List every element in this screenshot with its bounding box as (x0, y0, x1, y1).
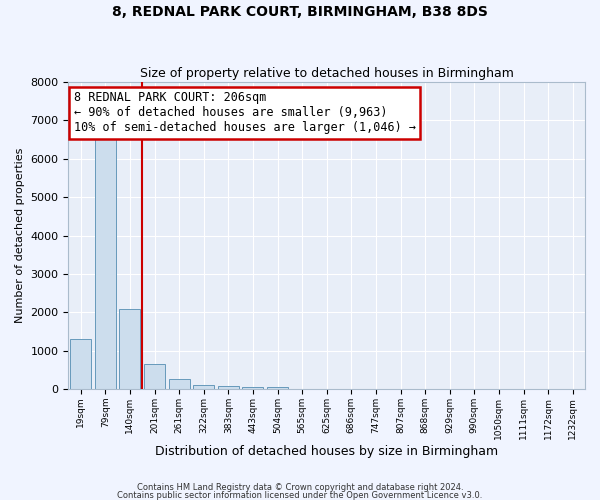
Text: Contains public sector information licensed under the Open Government Licence v3: Contains public sector information licen… (118, 490, 482, 500)
Bar (95, 138, 116, 389)
Bar (218, 386, 239, 389)
Bar (119, 308, 140, 389)
Text: 8, REDNAL PARK COURT, BIRMINGHAM, B38 8DS: 8, REDNAL PARK COURT, BIRMINGHAM, B38 8D… (112, 5, 488, 19)
Bar (267, 387, 288, 389)
Bar (193, 385, 214, 389)
Y-axis label: Number of detached properties: Number of detached properties (15, 148, 25, 324)
Bar (242, 387, 263, 389)
Bar (144, 364, 165, 389)
Text: 8 REDNAL PARK COURT: 206sqm
← 90% of detached houses are smaller (9,963)
10% of : 8 REDNAL PARK COURT: 206sqm ← 90% of det… (74, 92, 416, 134)
Text: Contains HM Land Registry data © Crown copyright and database right 2024.: Contains HM Land Registry data © Crown c… (137, 484, 463, 492)
X-axis label: Distribution of detached houses by size in Birmingham: Distribution of detached houses by size … (155, 444, 498, 458)
Bar (169, 379, 190, 389)
Title: Size of property relative to detached houses in Birmingham: Size of property relative to detached ho… (140, 66, 514, 80)
Bar (70, 340, 91, 389)
